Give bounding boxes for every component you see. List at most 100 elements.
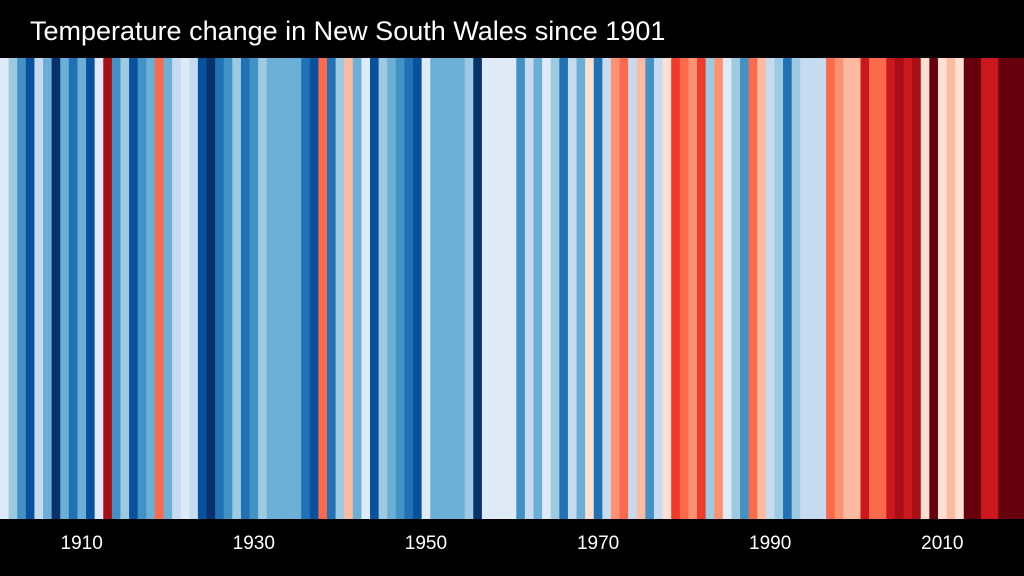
stripe-1987 [740, 58, 750, 519]
stripe-1917 [137, 58, 147, 519]
stripe-1994 [800, 58, 810, 519]
x-tick-label: 1930 [232, 533, 275, 554]
stripe-1991 [774, 58, 784, 519]
stripe-1948 [404, 58, 414, 519]
stripe-1946 [387, 58, 397, 519]
stripe-1960 [507, 58, 517, 519]
stripe-1907 [51, 58, 61, 519]
stripe-1957 [481, 58, 492, 519]
stripe-1979 [671, 58, 681, 519]
stripe-1927 [223, 58, 233, 519]
stripe-1905 [34, 58, 44, 519]
warming-stripes-plot [0, 58, 1024, 519]
stripe-1997 [826, 58, 836, 519]
stripe-2007 [912, 58, 922, 519]
stripe-1904 [25, 58, 36, 519]
stripe-1940 [335, 58, 345, 519]
stripe-1937 [309, 58, 319, 519]
stripe-1971 [602, 58, 612, 519]
stripe-1933 [275, 58, 285, 519]
stripe-1949 [413, 58, 423, 519]
stripe-1983 [705, 58, 715, 519]
stripe-1995 [808, 58, 819, 519]
stripe-1912 [94, 58, 104, 519]
stripe-1928 [232, 58, 242, 519]
stripe-1935 [292, 58, 302, 519]
stripe-2019 [1015, 58, 1024, 519]
stripe-1922 [180, 58, 190, 519]
chart-title: Temperature change in New South Wales si… [30, 16, 666, 46]
stripe-1959 [499, 58, 509, 519]
stripe-2010 [937, 58, 948, 519]
stripe-1924 [197, 58, 208, 519]
stripe-1941 [344, 58, 354, 519]
stripe-1943 [361, 58, 371, 519]
stripe-1968 [576, 58, 586, 519]
stripe-1988 [748, 58, 758, 519]
stripe-1911 [86, 58, 96, 519]
stripe-2004 [886, 58, 896, 519]
stripe-1956 [473, 58, 483, 519]
stripe-1923 [189, 58, 199, 519]
stripe-1976 [645, 58, 655, 519]
stripe-1939 [326, 58, 337, 519]
stripe-1913 [103, 58, 113, 519]
stripe-1955 [464, 58, 474, 519]
stripe-1966 [559, 58, 569, 519]
stripe-1967 [567, 58, 578, 519]
stripe-2000 [851, 58, 862, 519]
stripe-1952 [438, 58, 449, 519]
stripe-1932 [266, 58, 276, 519]
stripe-1901 [0, 58, 10, 519]
stripe-1965 [550, 58, 560, 519]
stripe-1964 [542, 58, 552, 519]
stripe-2005 [894, 58, 905, 519]
stripe-1925 [206, 58, 216, 519]
stripe-1908 [60, 58, 70, 519]
stripe-1993 [791, 58, 801, 519]
stripe-1981 [688, 58, 698, 519]
stripe-1961 [516, 58, 526, 519]
stripe-1973 [619, 58, 629, 519]
stripe-2008 [920, 58, 930, 519]
stripe-1931 [258, 58, 268, 519]
stripe-1920 [163, 58, 173, 519]
stripe-1954 [456, 58, 466, 519]
stripe-1942 [352, 58, 363, 519]
stripe-1929 [240, 58, 251, 519]
stripe-1915 [120, 58, 130, 519]
stripe-1992 [783, 58, 793, 519]
stripe-1919 [154, 58, 165, 519]
stripe-1969 [585, 58, 595, 519]
stripe-1914 [111, 58, 122, 519]
stripe-1985 [722, 58, 733, 519]
stripe-1999 [843, 58, 853, 519]
stripe-1996 [817, 58, 827, 519]
stripe-1963 [533, 58, 543, 519]
stripe-2014 [972, 58, 982, 519]
stripe-1982 [697, 58, 707, 519]
x-tick-label: 1970 [576, 533, 620, 554]
stripe-1921 [172, 58, 182, 519]
stripe-2003 [877, 58, 887, 519]
stripe-1975 [636, 58, 646, 519]
stripe-1926 [215, 58, 225, 519]
stripe-2018 [1006, 58, 1016, 519]
stripe-2016 [989, 58, 999, 519]
stripe-2001 [860, 58, 870, 519]
stripe-1902 [8, 58, 18, 519]
stripe-1951 [430, 58, 440, 519]
stripe-1953 [447, 58, 457, 519]
stripe-1989 [757, 58, 767, 519]
stripe-1958 [490, 58, 500, 519]
stripe-1974 [628, 58, 638, 519]
stripe-2017 [998, 58, 1008, 519]
stripe-1909 [68, 58, 79, 519]
stripe-1998 [834, 58, 844, 519]
stripe-2011 [946, 58, 956, 519]
stripe-1906 [43, 58, 53, 519]
stripe-1978 [662, 58, 672, 519]
x-tick-label: 1950 [404, 533, 448, 554]
x-tick-label: 1990 [749, 533, 792, 554]
stripe-1972 [610, 58, 621, 519]
